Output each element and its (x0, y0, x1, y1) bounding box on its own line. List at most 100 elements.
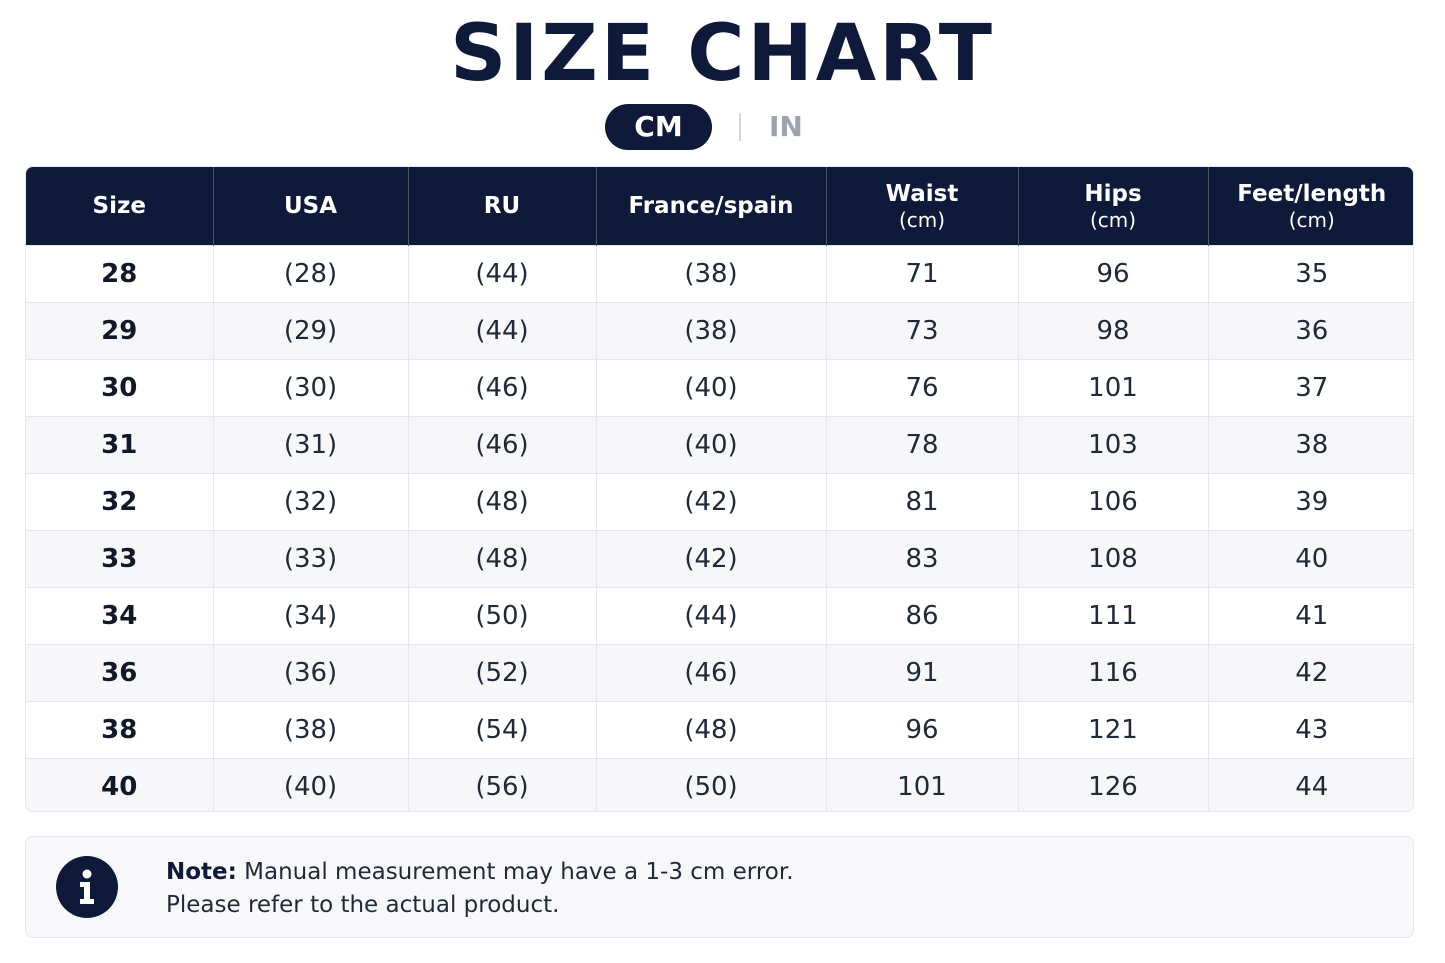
note-text: Note: Manual measurement may have a 1-3 … (166, 856, 1266, 922)
cell-usa: (32) (213, 473, 409, 531)
unit-divider (739, 113, 741, 141)
page-title: SIZE CHART (450, 9, 995, 99)
header-usa: USA (213, 167, 409, 246)
cell-hips: 106 (1018, 473, 1209, 531)
cell-ru: (48) (408, 530, 597, 588)
cell-feet-length: 37 (1208, 359, 1413, 417)
unit-toggle: CM IN (605, 104, 803, 150)
cell-feet-length: 43 (1208, 701, 1413, 759)
cell-ru: (46) (408, 416, 597, 474)
cell-waist: 96 (826, 701, 1019, 759)
cell-feet-length: 36 (1208, 302, 1413, 360)
cell-size: 32 (26, 473, 214, 531)
cell-france-spain: (38) (596, 245, 827, 303)
note-line-2: Please refer to the actual product. (166, 892, 560, 918)
cell-waist: 78 (826, 416, 1019, 474)
cell-hips: 126 (1018, 758, 1209, 811)
cell-france-spain: (40) (596, 416, 827, 474)
unit-in-button[interactable]: IN (769, 110, 803, 143)
cell-ru: (52) (408, 644, 597, 702)
cell-ru: (46) (408, 359, 597, 417)
table-row: 34 (34) (50) (44) 86 111 41 (26, 587, 1413, 645)
cell-waist: 71 (826, 245, 1019, 303)
unit-cm-button[interactable]: CM (605, 104, 712, 150)
cell-hips: 96 (1018, 245, 1209, 303)
cell-size: 31 (26, 416, 214, 474)
cell-hips: 108 (1018, 530, 1209, 588)
cell-waist: 101 (826, 758, 1019, 811)
cell-usa: (29) (213, 302, 409, 360)
cell-france-spain: (50) (596, 758, 827, 811)
cell-size: 38 (26, 701, 214, 759)
cell-usa: (36) (213, 644, 409, 702)
cell-waist: 91 (826, 644, 1019, 702)
cell-waist: 76 (826, 359, 1019, 417)
cell-feet-length: 39 (1208, 473, 1413, 531)
note-label: Note: (166, 859, 237, 885)
info-icon (56, 856, 118, 918)
table-body: 28 (28) (44) (38) 71 96 35 29 (29) (44) (38) 73 98 36… (26, 245, 1413, 811)
header-feet-length: Feet/length (cm) (1208, 167, 1413, 246)
cell-hips: 121 (1018, 701, 1209, 759)
cell-size: 40 (26, 758, 214, 811)
cell-usa: (34) (213, 587, 409, 645)
header-waist-unit: (cm) (898, 208, 946, 232)
header-size: Size (26, 167, 214, 246)
cell-feet-length: 35 (1208, 245, 1413, 303)
cell-feet-length: 40 (1208, 530, 1413, 588)
table-row: 32 (32) (48) (42) 81 106 39 (26, 473, 1413, 531)
note-box: Note: Manual measurement may have a 1-3 … (25, 836, 1414, 938)
cell-feet-length: 41 (1208, 587, 1413, 645)
size-table: Size USA RU France/spain Waist (cm) Hips(… (26, 167, 1413, 811)
table-header-row: Size USA RU France/spain Waist (cm) Hips(… (26, 167, 1413, 246)
cell-feet-length: 38 (1208, 416, 1413, 474)
cell-waist: 81 (826, 473, 1019, 531)
cell-france-spain: (42) (596, 530, 827, 588)
table-row: 40 (40) (56) (50) 101 126 44 (26, 758, 1413, 811)
cell-hips: 116 (1018, 644, 1209, 702)
cell-usa: (38) (213, 701, 409, 759)
cell-size: 36 (26, 644, 214, 702)
table-row: 30 (30) (46) (40) 76 101 37 (26, 359, 1413, 417)
table-row: 38 (38) (54) (48) 96 121 43 (26, 701, 1413, 759)
cell-size: 29 (26, 302, 214, 360)
header-hips-unit: (cm) (1089, 208, 1137, 232)
cell-ru: (44) (408, 245, 597, 303)
table-row: 29 (29) (44) (38) 73 98 36 (26, 302, 1413, 360)
table-row: 33 (33) (48) (42) 83 108 40 (26, 530, 1413, 588)
cell-size: 28 (26, 245, 214, 303)
size-table-container: Size USA RU France/spain Waist (cm) Hips(… (25, 166, 1414, 812)
cell-waist: 86 (826, 587, 1019, 645)
cell-usa: (30) (213, 359, 409, 417)
cell-waist: 83 (826, 530, 1019, 588)
cell-france-spain: (46) (596, 644, 827, 702)
cell-france-spain: (48) (596, 701, 827, 759)
cell-ru: (48) (408, 473, 597, 531)
cell-usa: (31) (213, 416, 409, 474)
cell-feet-length: 44 (1208, 758, 1413, 811)
cell-usa: (28) (213, 245, 409, 303)
cell-france-spain: (42) (596, 473, 827, 531)
cell-size: 34 (26, 587, 214, 645)
cell-usa: (33) (213, 530, 409, 588)
note-line-1: Manual measurement may have a 1-3 cm err… (244, 859, 794, 885)
header-ru: RU (408, 167, 597, 246)
cell-france-spain: (38) (596, 302, 827, 360)
cell-hips: 98 (1018, 302, 1209, 360)
table-row: 28 (28) (44) (38) 71 96 35 (26, 245, 1413, 303)
cell-size: 33 (26, 530, 214, 588)
header-waist: Waist (cm) (826, 167, 1019, 246)
header-feet-length-unit: (cm) (1288, 208, 1335, 232)
cell-ru: (44) (408, 302, 597, 360)
header-france-spain: France/spain (596, 167, 827, 246)
cell-france-spain: (40) (596, 359, 827, 417)
header-hips: Hips (cm) (1018, 167, 1209, 246)
cell-hips: 111 (1018, 587, 1209, 645)
cell-waist: 73 (826, 302, 1019, 360)
table-row: 36 (36) (52) (46) 91 116 42 (26, 644, 1413, 702)
cell-ru: (50) (408, 587, 597, 645)
cell-ru: (54) (408, 701, 597, 759)
cell-size: 30 (26, 359, 214, 417)
cell-hips: 103 (1018, 416, 1209, 474)
cell-feet-length: 42 (1208, 644, 1413, 702)
